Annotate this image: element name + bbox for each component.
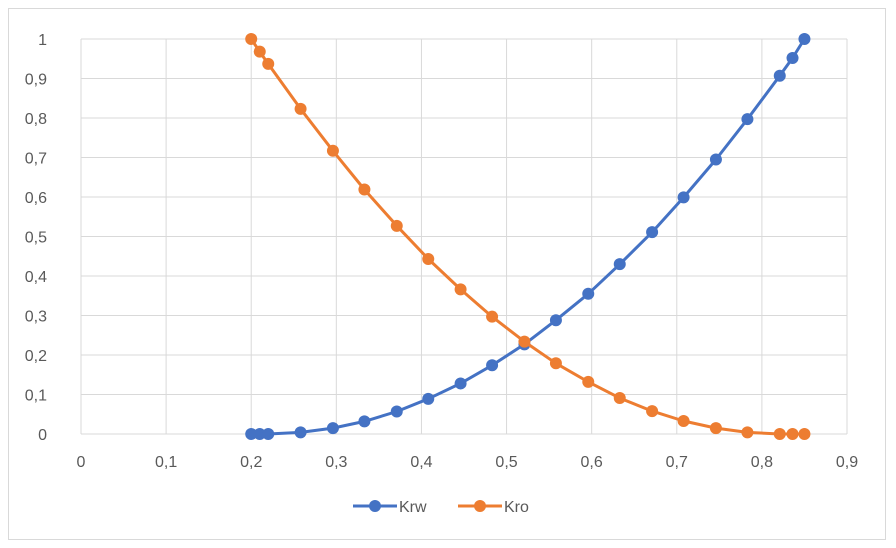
data-point-krw: [646, 226, 659, 239]
y-tick-label: 0,9: [25, 72, 47, 89]
y-tick-label: 0,8: [25, 111, 47, 128]
data-point-krw: [390, 405, 403, 418]
legend-label: Krw: [399, 499, 427, 516]
data-point-kro: [253, 45, 266, 58]
data-point-kro: [741, 426, 754, 439]
x-tick-label: 0,9: [836, 454, 858, 471]
legend-item-kro: Kro: [458, 499, 529, 516]
data-point-kro: [773, 428, 786, 440]
data-point-krw: [786, 51, 799, 64]
data-point-krw: [294, 426, 307, 439]
data-point-krw: [549, 314, 562, 327]
y-tick-label: 0,7: [25, 151, 47, 168]
data-point-kro: [798, 428, 811, 440]
legend-item-krw: Krw: [353, 499, 427, 516]
data-point-kro: [326, 144, 339, 157]
data-point-krw: [326, 422, 339, 435]
legend-marker: [369, 500, 381, 512]
y-tick-labels: 0 0,1 0,2 0,3 0,4 0,5 0,6 0,7 0,8 0,9 1: [25, 32, 47, 444]
data-point-krw: [262, 428, 275, 440]
x-tick-label: 0,4: [410, 454, 432, 471]
data-point-kro: [245, 33, 258, 45]
series-kro: [245, 33, 811, 440]
data-point-krw: [454, 377, 467, 390]
data-point-krw: [741, 113, 754, 126]
data-point-krw: [773, 69, 786, 82]
legend-marker: [474, 500, 486, 512]
x-tick-label: 0,5: [495, 454, 517, 471]
series-layer: [245, 33, 811, 440]
x-tick-label: 0,2: [240, 454, 262, 471]
data-point-kro: [646, 405, 659, 418]
chart-frame: 0 0,1 0,2 0,3 0,4 0,5 0,6 0,7 0,8 0,9 0 0,1 0,2 0,3 0…: [8, 8, 886, 540]
data-point-kro: [677, 414, 690, 427]
data-point-krw: [582, 287, 595, 300]
data-point-kro: [262, 57, 275, 70]
data-point-krw: [358, 415, 371, 428]
x-tick-label: 0: [77, 454, 86, 471]
data-point-krw: [245, 428, 258, 440]
data-point-kro: [390, 219, 403, 232]
x-tick-label: 0,7: [666, 454, 688, 471]
data-point-krw: [422, 392, 435, 405]
data-point-kro: [582, 375, 595, 388]
x-tick-label: 0,1: [155, 454, 177, 471]
legend-label: Kro: [504, 499, 529, 516]
y-tick-label: 0,4: [25, 269, 47, 286]
data-point-kro: [518, 335, 531, 348]
x-tick-labels: 0 0,1 0,2 0,3 0,4 0,5 0,6 0,7 0,8 0,9: [77, 454, 859, 471]
data-point-kro: [486, 310, 499, 323]
data-point-krw: [677, 191, 690, 204]
data-point-kro: [786, 428, 799, 440]
data-point-krw: [253, 428, 266, 440]
data-point-kro: [454, 283, 467, 296]
data-point-kro: [549, 357, 562, 370]
data-point-kro: [422, 253, 435, 266]
y-tick-label: 0,5: [25, 230, 47, 247]
x-tick-label: 0,8: [751, 454, 773, 471]
data-point-krw: [486, 359, 499, 372]
legend: Krw Kro: [353, 499, 529, 516]
x-tick-label: 0,6: [581, 454, 603, 471]
y-tick-label: 1: [38, 32, 47, 49]
data-point-kro: [709, 422, 722, 435]
gridlines: [80, 38, 848, 435]
y-tick-label: 0,2: [25, 348, 47, 365]
x-tick-label: 0,3: [325, 454, 347, 471]
data-point-krw: [709, 153, 722, 166]
data-point-kro: [294, 102, 307, 115]
y-tick-label: 0,1: [25, 388, 47, 405]
y-tick-label: 0: [38, 427, 47, 444]
chart-svg: 0 0,1 0,2 0,3 0,4 0,5 0,6 0,7 0,8 0,9 00,10,20,30…: [25, 32, 859, 516]
data-point-kro: [358, 183, 371, 196]
y-tick-label: 0,6: [25, 190, 47, 207]
data-point-krw: [798, 33, 811, 45]
data-point-kro: [613, 392, 626, 405]
y-tick-label: 0,3: [25, 309, 47, 326]
data-point-krw: [613, 258, 626, 271]
